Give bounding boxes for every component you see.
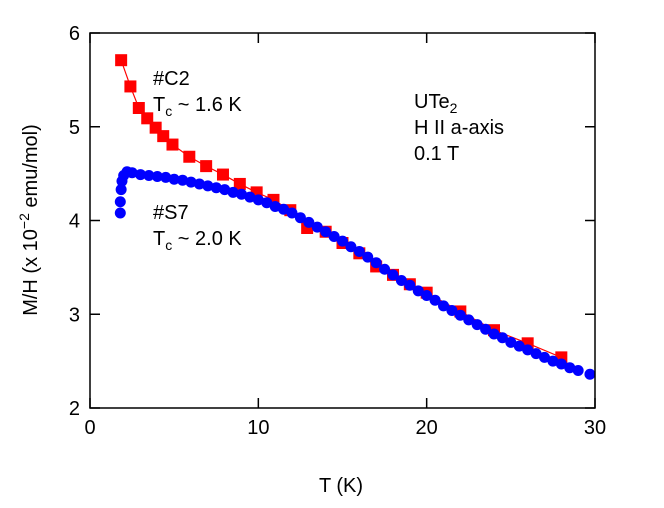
data-point — [379, 263, 391, 275]
y-tick-label: 2 — [69, 398, 80, 420]
data-point — [471, 319, 483, 331]
data-point — [387, 269, 399, 281]
data-point — [496, 332, 508, 344]
data-point — [454, 309, 466, 321]
data-point — [216, 168, 229, 181]
data-point — [132, 102, 145, 114]
data-point — [311, 221, 323, 233]
data-point — [337, 235, 348, 247]
y-tick-label: 3 — [69, 304, 80, 326]
data-point — [345, 241, 357, 253]
c2-label: #C2 — [153, 68, 190, 90]
data-point — [143, 170, 155, 181]
data-point — [370, 257, 382, 269]
x-axis-label: T (K) — [319, 475, 363, 497]
data-point — [353, 245, 365, 257]
data-point — [303, 216, 315, 228]
series-s7 — [114, 166, 596, 380]
x-tick-label: 0 — [84, 417, 95, 439]
data-point — [488, 328, 500, 340]
s7-tc-label: Tc ~ 2.0 K — [153, 228, 242, 253]
data-point — [429, 294, 441, 306]
data-point — [157, 130, 170, 143]
data-point — [513, 340, 525, 352]
data-point — [193, 178, 205, 190]
y-axis-label: M/H (x 10−2 emu/mol) — [16, 124, 42, 316]
data-point — [362, 251, 374, 263]
data-point — [124, 80, 137, 93]
data-point — [286, 207, 298, 219]
data-point — [438, 300, 449, 312]
material-label: UTe2 — [414, 91, 458, 116]
data-point — [115, 54, 128, 67]
data-point — [236, 188, 247, 200]
data-point — [278, 203, 290, 215]
data-point — [530, 348, 542, 360]
x-tick-label: 10 — [247, 417, 269, 439]
data-point — [294, 212, 306, 224]
s7-label: #S7 — [153, 202, 189, 224]
data-point — [446, 305, 458, 316]
data-point — [160, 171, 172, 183]
data-point — [177, 174, 189, 186]
data-point — [421, 290, 433, 301]
field-label: 0.1 T — [414, 143, 459, 165]
ticks: 0 10 20 30 2 3 4 5 6 — [69, 23, 606, 439]
data-point — [233, 177, 246, 190]
data-point — [584, 368, 596, 380]
data-point — [114, 196, 126, 208]
field-direction-label: H II a-axis — [414, 117, 504, 139]
c2-tc-label: Tc ~ 1.6 K — [153, 94, 242, 119]
marks — [114, 54, 596, 380]
data-point — [183, 150, 196, 163]
data-point — [269, 200, 281, 212]
data-point — [227, 186, 239, 198]
data-point — [572, 365, 584, 376]
data-point — [404, 279, 416, 291]
y-tick-label: 6 — [69, 23, 80, 45]
data-point — [395, 275, 407, 286]
data-point — [135, 169, 146, 181]
data-point — [320, 226, 332, 238]
data-point — [114, 207, 126, 219]
x-tick-label: 30 — [584, 417, 606, 439]
data-point — [185, 176, 197, 188]
data-point — [564, 362, 576, 374]
data-point — [505, 336, 517, 348]
data-point — [252, 194, 264, 206]
data-point — [166, 138, 179, 151]
data-point — [200, 160, 213, 173]
data-point — [547, 355, 559, 367]
data-point — [412, 285, 424, 297]
data-point — [522, 344, 534, 356]
data-point — [244, 191, 256, 203]
data-point — [480, 323, 492, 335]
data-point — [115, 184, 127, 196]
data-point — [151, 170, 163, 182]
x-tick-label: 20 — [416, 417, 438, 439]
data-point — [555, 358, 567, 370]
y-tick-label: 4 — [69, 211, 80, 233]
data-point — [141, 112, 154, 125]
data-point — [210, 182, 222, 194]
data-point — [168, 173, 180, 185]
data-point — [328, 230, 340, 242]
data-point — [463, 314, 475, 326]
data-point — [219, 184, 231, 196]
data-point — [126, 167, 138, 179]
data-point — [539, 351, 550, 363]
data-point — [202, 180, 214, 192]
data-point — [261, 197, 273, 209]
y-tick-label: 5 — [69, 117, 80, 139]
